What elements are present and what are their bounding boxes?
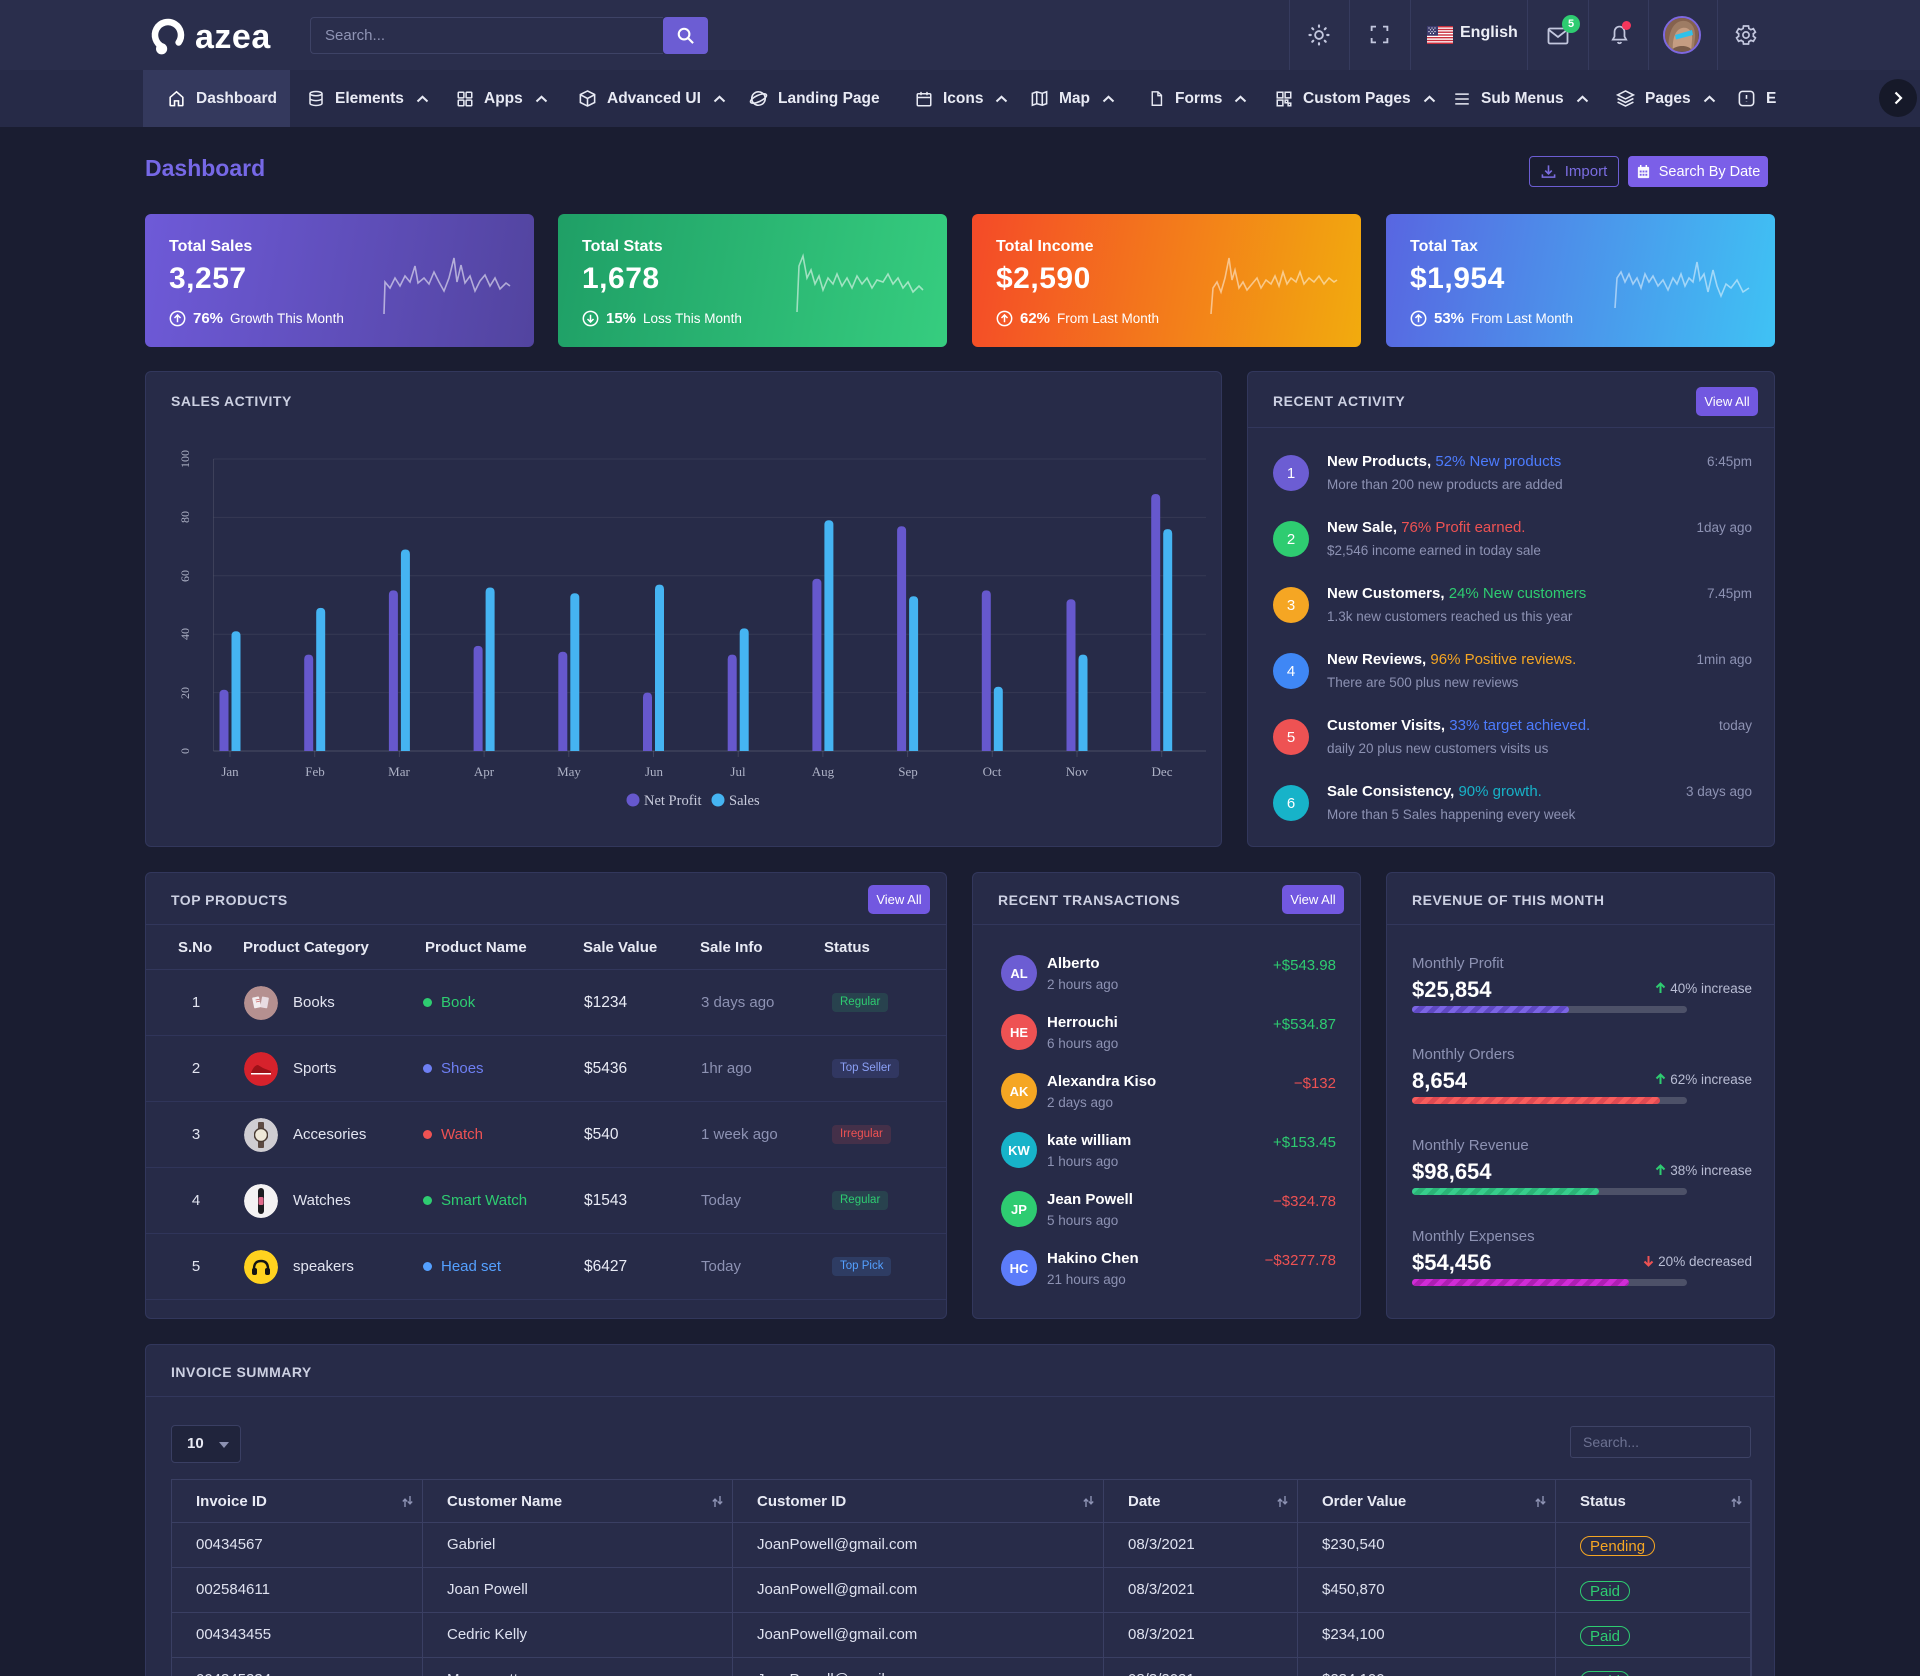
svg-text:Sep: Sep (898, 764, 918, 779)
svg-text:Net Profit: Net Profit (644, 793, 702, 809)
svg-text:60: 60 (178, 570, 192, 582)
svg-text:100: 100 (178, 450, 192, 468)
svg-text:Jun: Jun (645, 764, 664, 779)
svg-text:Jan: Jan (221, 764, 239, 779)
svg-text:Jul: Jul (730, 764, 746, 779)
svg-text:Dec: Dec (1152, 764, 1173, 779)
svg-text:Apr: Apr (474, 764, 495, 779)
svg-text:Mar: Mar (388, 764, 410, 779)
svg-text:40: 40 (178, 628, 192, 640)
svg-text:Nov: Nov (1066, 764, 1089, 779)
svg-text:Sales: Sales (729, 793, 760, 809)
svg-text:20: 20 (178, 687, 192, 699)
svg-text:80: 80 (178, 511, 192, 523)
svg-text:Feb: Feb (305, 764, 325, 779)
svg-text:May: May (557, 764, 581, 779)
svg-text:Oct: Oct (983, 764, 1002, 779)
svg-text:0: 0 (178, 748, 192, 754)
svg-text:Aug: Aug (812, 764, 835, 779)
